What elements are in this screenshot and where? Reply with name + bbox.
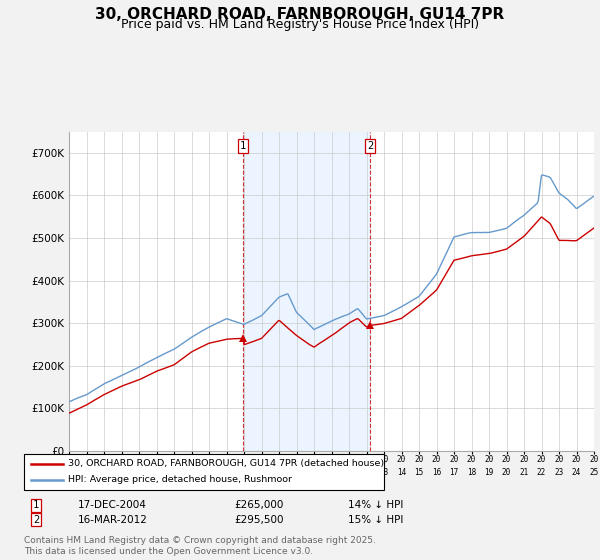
Text: Price paid vs. HM Land Registry's House Price Index (HPI): Price paid vs. HM Land Registry's House … <box>121 18 479 31</box>
Text: Contains HM Land Registry data © Crown copyright and database right 2025.
This d: Contains HM Land Registry data © Crown c… <box>24 536 376 556</box>
Text: 08: 08 <box>292 468 301 477</box>
Text: HPI: Average price, detached house, Rushmoor: HPI: Average price, detached house, Rush… <box>68 475 292 484</box>
Text: 30, ORCHARD ROAD, FARNBOROUGH, GU14 7PR (detached house): 30, ORCHARD ROAD, FARNBOROUGH, GU14 7PR … <box>68 459 384 468</box>
Text: 2: 2 <box>33 515 39 525</box>
Text: 20: 20 <box>222 455 231 464</box>
Text: 20: 20 <box>274 455 284 464</box>
Text: 95: 95 <box>64 468 74 477</box>
Text: 99: 99 <box>134 468 143 477</box>
Text: 10: 10 <box>327 468 336 477</box>
Text: 09: 09 <box>310 468 319 477</box>
Text: 24: 24 <box>572 468 581 477</box>
Text: 03: 03 <box>205 468 214 477</box>
Text: 20: 20 <box>502 468 511 477</box>
Text: 21: 21 <box>520 468 529 477</box>
Text: 20: 20 <box>292 455 301 464</box>
Text: £295,500: £295,500 <box>234 515 284 525</box>
Text: 20: 20 <box>362 455 371 464</box>
Text: 2: 2 <box>367 141 373 151</box>
Text: 02: 02 <box>187 468 196 477</box>
Text: 20: 20 <box>310 455 319 464</box>
Text: 16-MAR-2012: 16-MAR-2012 <box>78 515 148 525</box>
Text: 16: 16 <box>432 468 441 477</box>
Text: 00: 00 <box>152 468 161 477</box>
Text: 96: 96 <box>82 468 91 477</box>
Text: 20: 20 <box>152 455 161 464</box>
Text: 20: 20 <box>484 455 494 464</box>
Text: 20: 20 <box>257 455 266 464</box>
Text: 19: 19 <box>134 455 143 464</box>
Text: 25: 25 <box>589 468 599 477</box>
Text: 1: 1 <box>33 500 39 510</box>
Text: 1: 1 <box>240 141 247 151</box>
Text: 22: 22 <box>537 468 546 477</box>
Text: 17-DEC-2004: 17-DEC-2004 <box>78 500 147 510</box>
Text: 13: 13 <box>379 468 389 477</box>
Text: 20: 20 <box>344 455 353 464</box>
Text: 01: 01 <box>169 468 179 477</box>
Text: 23: 23 <box>554 468 563 477</box>
Text: 19: 19 <box>117 455 126 464</box>
Bar <box>244 132 370 451</box>
Text: 20: 20 <box>415 455 424 464</box>
Text: 20: 20 <box>537 455 546 464</box>
Text: 04: 04 <box>222 468 231 477</box>
Text: 05: 05 <box>239 468 248 477</box>
Text: 98: 98 <box>117 468 126 477</box>
Text: 11: 11 <box>344 468 353 477</box>
Text: 20: 20 <box>520 455 529 464</box>
Text: 20: 20 <box>397 455 406 464</box>
Text: 30, ORCHARD ROAD, FARNBOROUGH, GU14 7PR: 30, ORCHARD ROAD, FARNBOROUGH, GU14 7PR <box>95 7 505 22</box>
Text: 20: 20 <box>327 455 336 464</box>
Text: 20: 20 <box>169 455 179 464</box>
Text: 19: 19 <box>100 455 109 464</box>
Text: 20: 20 <box>502 455 511 464</box>
Text: 19: 19 <box>82 455 91 464</box>
Text: 20: 20 <box>239 455 248 464</box>
Text: 19: 19 <box>484 468 494 477</box>
Text: 20: 20 <box>432 455 441 464</box>
Text: 17: 17 <box>449 468 458 477</box>
Text: 14% ↓ HPI: 14% ↓ HPI <box>348 500 403 510</box>
Text: 97: 97 <box>100 468 109 477</box>
Text: 20: 20 <box>205 455 214 464</box>
Text: 06: 06 <box>257 468 266 477</box>
Text: 20: 20 <box>589 455 599 464</box>
Text: 20: 20 <box>572 455 581 464</box>
Text: 15: 15 <box>415 468 424 477</box>
Text: 20: 20 <box>554 455 563 464</box>
Text: 18: 18 <box>467 468 476 477</box>
Text: 20: 20 <box>379 455 389 464</box>
Text: 20: 20 <box>187 455 196 464</box>
Text: £265,000: £265,000 <box>234 500 283 510</box>
Text: 20: 20 <box>467 455 476 464</box>
Text: 07: 07 <box>274 468 284 477</box>
Text: 19: 19 <box>64 455 74 464</box>
Text: 14: 14 <box>397 468 406 477</box>
Text: 12: 12 <box>362 468 371 477</box>
Text: 15% ↓ HPI: 15% ↓ HPI <box>348 515 403 525</box>
Text: 20: 20 <box>449 455 458 464</box>
